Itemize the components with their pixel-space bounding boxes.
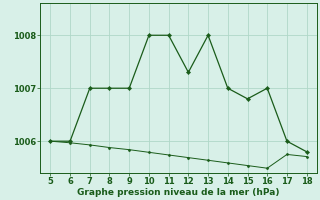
X-axis label: Graphe pression niveau de la mer (hPa): Graphe pression niveau de la mer (hPa) xyxy=(77,188,280,197)
